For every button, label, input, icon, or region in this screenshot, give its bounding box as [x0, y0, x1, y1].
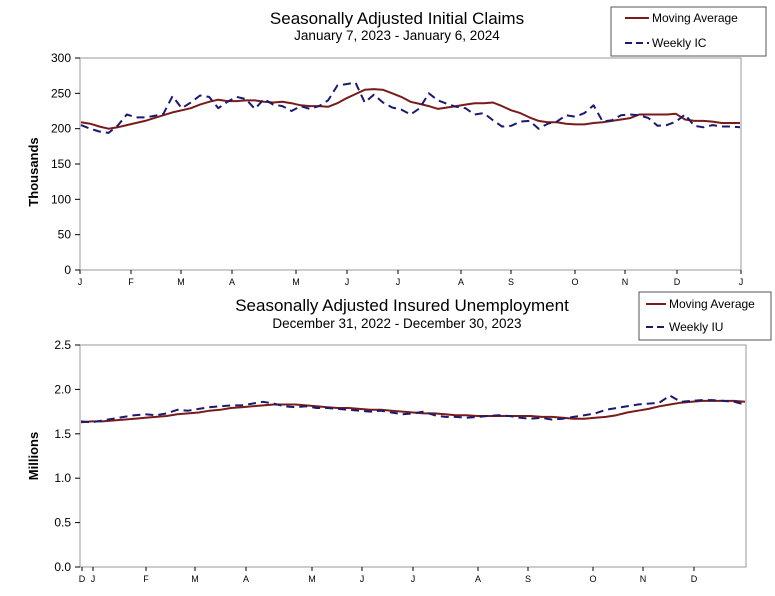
- chart-initial-claims: Seasonally Adjusted Initial Claims Janua…: [26, 6, 767, 287]
- chart1-series: [80, 81, 741, 134]
- c2-series-weekly-line: [80, 394, 746, 424]
- c1-x-tick-label: S: [508, 277, 514, 287]
- chart2-subtitle: December 31, 2022 - December 30, 2023: [272, 316, 521, 331]
- c1-x-tick-label: O: [571, 277, 578, 287]
- c1-y-tick-label: 300: [51, 51, 71, 65]
- chart1-title: Seasonally Adjusted Initial Claims: [270, 9, 524, 28]
- chart1-legend: Moving Average Weekly IC: [610, 6, 767, 57]
- chart2-legend-label-weekly: Weekly IU: [669, 320, 723, 334]
- chart2-y-axis-label: Millions: [26, 432, 41, 480]
- chart1-legend-label-weekly: Weekly IC: [652, 36, 707, 50]
- c2-x-tick-label: A: [475, 574, 481, 584]
- c1-x-tick-label: A: [229, 277, 235, 287]
- c2-x-tick-label: D: [79, 574, 86, 584]
- c2-x-tick-label: O: [589, 574, 596, 584]
- c2-y-tick-label: 2.5: [54, 338, 71, 352]
- c2-x-tick-label: S: [525, 574, 531, 584]
- c2-x-tick-label: J: [360, 574, 365, 584]
- chart2-legend-box: [638, 291, 772, 341]
- c2-x-tick-label: A: [243, 574, 249, 584]
- c2-x-tick-label: M: [191, 574, 199, 584]
- c1-x-tick-label: J: [345, 277, 350, 287]
- chart1-y-axis-label: Thousands: [26, 137, 41, 206]
- c1-y-tick-label: 50: [58, 228, 72, 242]
- chart2-legend: Moving Average Weekly IU: [638, 291, 772, 341]
- c1-x-tick-label: F: [128, 277, 134, 287]
- chart1-y-ticks: 0 50 100 150 200 250 300: [51, 51, 80, 277]
- c1-y-tick-label: 100: [51, 192, 71, 206]
- c1-x-tick-label: M: [292, 277, 300, 287]
- chart1-legend-label-ma: Moving Average: [652, 11, 738, 25]
- c2-x-tick-label: M: [308, 574, 316, 584]
- c2-x-tick-label: J: [91, 574, 96, 584]
- chart2-series: [80, 394, 746, 424]
- c2-y-tick-label: 0.5: [54, 516, 71, 530]
- c1-y-tick-label: 200: [51, 122, 71, 136]
- chart2-title: Seasonally Adjusted Insured Unemployment: [235, 296, 569, 315]
- c2-x-tick-label: N: [640, 574, 647, 584]
- c1-y-tick-label: 0: [64, 263, 71, 277]
- c1-x-tick-label: J: [78, 277, 83, 287]
- c2-y-tick-label: 2.0: [54, 382, 71, 396]
- chart1-legend-box: [610, 6, 767, 57]
- chart2-legend-label-ma: Moving Average: [669, 297, 755, 311]
- chart1-subtitle: January 7, 2023 - January 6, 2024: [294, 28, 500, 43]
- c1-x-tick-label: M: [177, 277, 185, 287]
- c2-y-tick-label: 0.0: [54, 560, 71, 574]
- c1-x-tick-label: J: [739, 277, 744, 287]
- c1-x-tick-label: N: [622, 277, 629, 287]
- c2-y-tick-label: 1.0: [54, 471, 71, 485]
- chart1-plot-area: [79, 57, 742, 271]
- c2-x-tick-label: D: [691, 574, 698, 584]
- c2-series-moving-average-line: [80, 399, 746, 424]
- c1-x-tick-label: A: [458, 277, 464, 287]
- c1-y-tick-label: 250: [51, 86, 71, 100]
- c2-x-tick-label: F: [143, 574, 149, 584]
- chart2-y-ticks: 0.0 0.5 1.0 1.5 2.0 2.5: [54, 338, 80, 574]
- c1-x-tick-label: D: [674, 277, 681, 287]
- c1-series-weekly-line: [80, 81, 741, 134]
- c1-series-moving-average-line: [80, 88, 740, 130]
- c1-x-tick-label: J: [396, 277, 401, 287]
- chart2-plot-area: [79, 344, 747, 568]
- c2-y-tick-label: 1.5: [54, 427, 71, 441]
- chart-insured-unemployment: Seasonally Adjusted Insured Unemployment…: [26, 291, 772, 584]
- c2-x-tick-label: J: [411, 574, 416, 584]
- c1-y-tick-label: 150: [51, 157, 71, 171]
